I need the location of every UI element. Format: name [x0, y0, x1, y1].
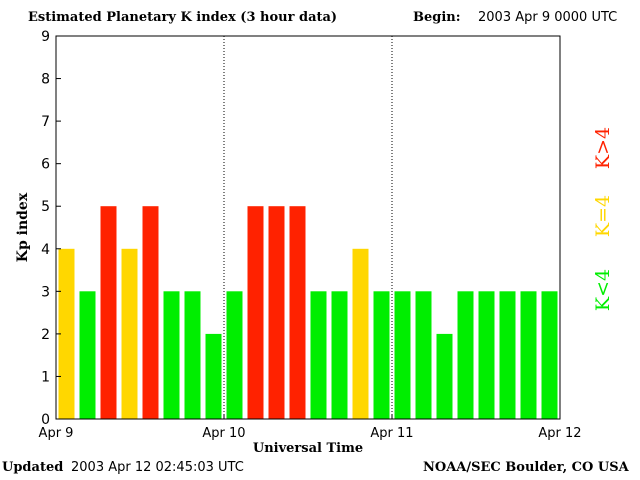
updated-label: Updated: [2, 460, 64, 475]
kp-bar: [541, 291, 558, 419]
legend-mid: K=4: [592, 195, 614, 237]
y-tick-label: 3: [41, 284, 50, 300]
y-tick-label: 9: [41, 29, 50, 45]
plot-frame: [55, 35, 561, 420]
x-axis-title: Universal Time: [253, 441, 363, 456]
kp-bar: [478, 291, 495, 419]
x-tick-label: Apr 9: [39, 426, 74, 441]
y-tick-label: 7: [41, 114, 50, 130]
kp-bar: [268, 206, 285, 419]
chart-title: Estimated Planetary K index (3 hour data…: [28, 10, 338, 25]
kp-bar: [373, 291, 390, 419]
kp-bar: [226, 291, 243, 419]
y-tick-label: 4: [41, 242, 50, 258]
y-tick-label: 1: [41, 369, 50, 385]
kp-bar: [289, 206, 306, 419]
y-tick-label: 6: [41, 157, 50, 173]
kp-bar: [247, 206, 264, 419]
kp-bar: [121, 248, 138, 419]
kp-bar: [394, 291, 411, 419]
legend-high: K>4: [592, 127, 614, 169]
updated-value: 2003 Apr 12 02:45:03 UTC: [71, 460, 244, 475]
y-tick-label: 5: [41, 199, 50, 215]
kp-bar: [58, 248, 75, 419]
kp-bar: [310, 291, 327, 419]
x-tick-label: Apr 11: [370, 426, 413, 441]
y-tick-label: 0: [41, 412, 50, 428]
kp-bar: [499, 291, 516, 419]
kp-bar: [436, 333, 453, 419]
kp-bar: [205, 333, 222, 419]
x-tick-label: Apr 10: [202, 426, 245, 441]
kp-bar: [520, 291, 537, 419]
kp-bar: [79, 291, 96, 419]
y-tick-label: 8: [41, 72, 50, 88]
kp-bar: [142, 206, 159, 419]
kp-bar: [184, 291, 201, 419]
y-axis-title: Kp index: [15, 192, 31, 262]
kp-bar: [100, 206, 117, 419]
begin-value: 2003 Apr 9 0000 UTC: [478, 10, 618, 25]
begin-label: Begin:: [413, 10, 461, 25]
kp-bar: [415, 291, 432, 419]
kp-bar: [352, 248, 369, 419]
source-credit: NOAA/SEC Boulder, CO USA: [423, 460, 629, 475]
legend-low: K<4: [592, 269, 614, 311]
kp-bar: [457, 291, 474, 419]
y-tick-label: 2: [41, 327, 50, 343]
kp-bar: [163, 291, 180, 419]
x-tick-label: Apr 12: [538, 426, 581, 441]
kp-bar: [331, 291, 348, 419]
